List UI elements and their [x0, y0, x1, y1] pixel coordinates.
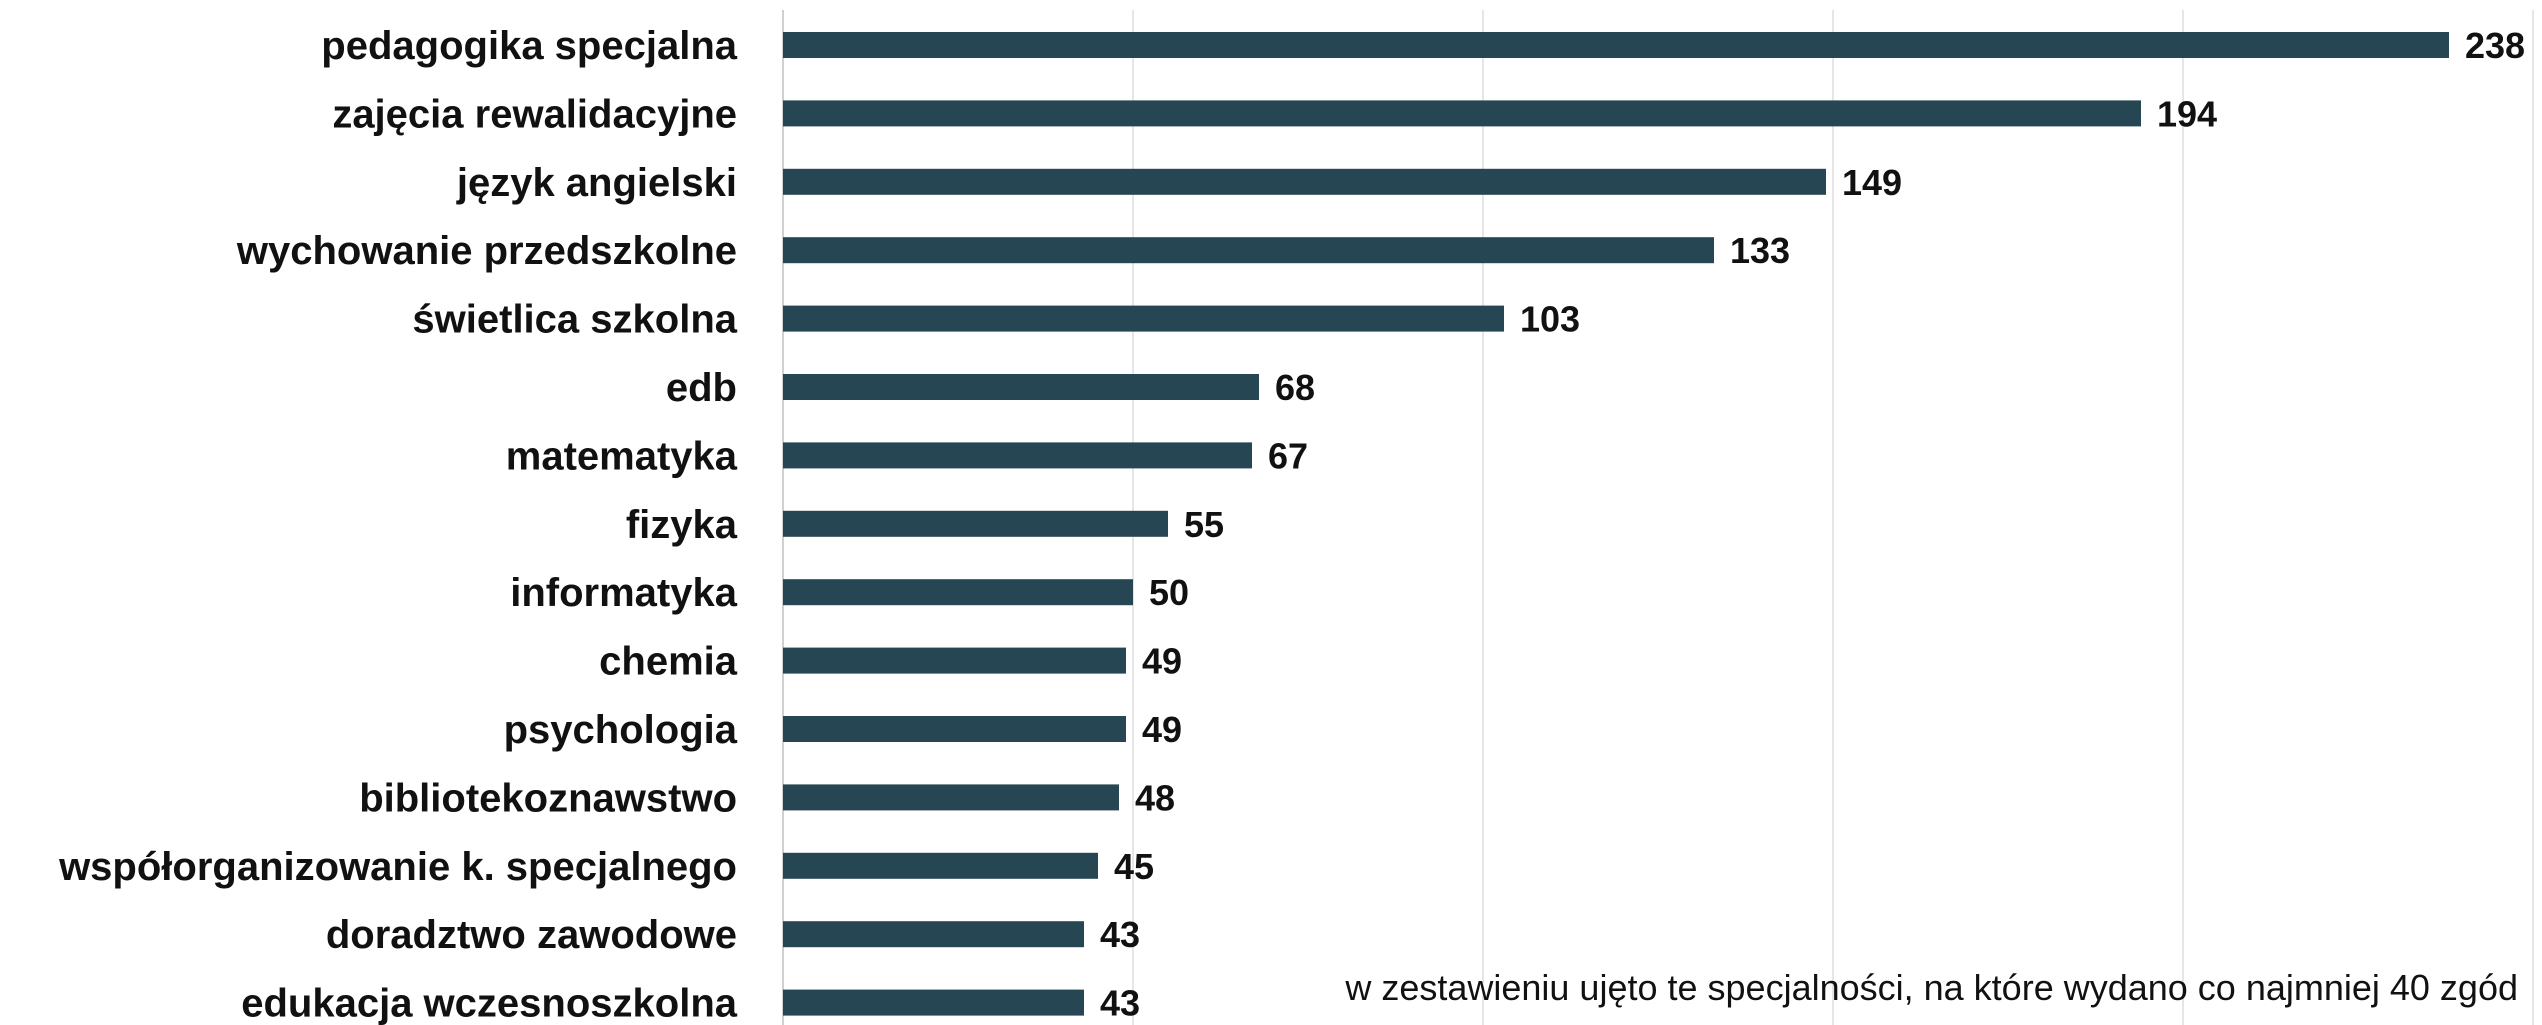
bar: [783, 989, 1084, 1016]
value-labels: 238 194 149 133 103 68 67 55 50 49 49 48 45 43 43: [1100, 25, 2525, 1024]
category-label: psychologia: [504, 708, 738, 752]
bar: [783, 237, 1714, 264]
category-label: informatyka: [510, 571, 737, 615]
category-label: edukacja wczesnoszkolna: [241, 982, 738, 1025]
bar: [783, 579, 1133, 606]
data-label: 103: [1520, 299, 1580, 340]
bar: [783, 852, 1098, 879]
data-label: 43: [1100, 914, 1140, 955]
category-label: język angielski: [456, 161, 737, 205]
category-label: edb: [666, 366, 737, 410]
category-label: bibliotekoznawstwo: [359, 776, 737, 820]
bar: [783, 100, 2141, 127]
bar: [783, 647, 1126, 674]
data-label: 43: [1100, 983, 1140, 1024]
chart-annotation: w zestawieniu ujęto te specjalności, na …: [1344, 967, 2518, 1008]
category-label: wychowanie przedszkolne: [236, 229, 737, 273]
bars: [783, 32, 2449, 1016]
category-labels: pedagogika specjalna zajęcia rewalidacyjn…: [58, 24, 738, 1025]
data-label: 45: [1114, 846, 1154, 887]
category-label: zajęcia rewalidacyjne: [332, 92, 737, 136]
bar: [783, 510, 1168, 537]
bar: [783, 442, 1252, 469]
data-label: 48: [1135, 777, 1175, 818]
category-label: fizyka: [626, 503, 738, 547]
data-label: 133: [1730, 230, 1790, 271]
bar: [783, 921, 1084, 948]
category-label: doradztwo zawodowe: [326, 913, 737, 957]
category-label: matematyka: [506, 434, 738, 478]
bar: [783, 374, 1259, 400]
data-label: 67: [1268, 435, 1308, 476]
category-label: świetlica szkolna: [412, 298, 737, 342]
data-label: 49: [1142, 709, 1182, 750]
bar: [783, 32, 2449, 58]
data-label: 68: [1275, 367, 1315, 408]
category-label: pedagogika specjalna: [321, 24, 737, 68]
data-label: 50: [1149, 572, 1189, 613]
data-label: 55: [1184, 504, 1224, 545]
bar: [783, 784, 1119, 811]
bar: [783, 168, 1826, 195]
data-label: 149: [1842, 162, 1902, 203]
category-label: współorganizowanie k. specjalnego: [58, 845, 737, 889]
data-label: 238: [2465, 25, 2525, 66]
bar: [783, 305, 1504, 332]
category-label: chemia: [599, 640, 738, 684]
data-label: 49: [1142, 641, 1182, 682]
bar: [783, 716, 1126, 742]
data-label: 194: [2157, 93, 2217, 134]
